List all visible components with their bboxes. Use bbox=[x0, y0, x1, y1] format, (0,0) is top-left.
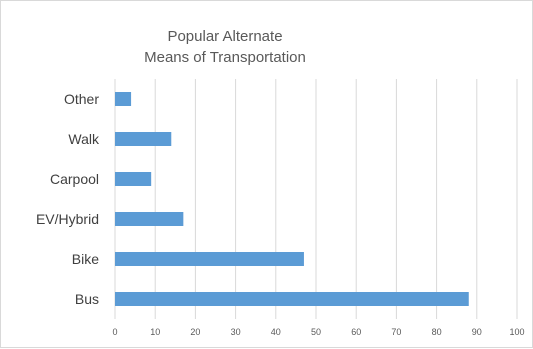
category-label-carpool: Carpool bbox=[50, 171, 99, 187]
bar-other bbox=[115, 92, 132, 106]
x-tick-label-70: 70 bbox=[391, 327, 401, 337]
x-axis-tick-labels: 0 10 20 30 40 50 60 70 80 90 100 bbox=[112, 327, 524, 337]
category-labels: Other Walk Carpool EV/Hybrid Bike Bus bbox=[36, 91, 100, 307]
category-label-bus: Bus bbox=[75, 291, 99, 307]
category-label-other: Other bbox=[64, 91, 99, 107]
x-tick-label-50: 50 bbox=[311, 327, 321, 337]
x-tick-label-90: 90 bbox=[472, 327, 482, 337]
x-tick-label-10: 10 bbox=[150, 327, 160, 337]
bar-bus bbox=[115, 292, 469, 306]
bar-walk bbox=[115, 132, 172, 146]
bars bbox=[115, 92, 469, 306]
bar-carpool bbox=[115, 172, 152, 186]
bar-ev-hybrid bbox=[115, 212, 184, 226]
chart-title-line-1: Popular Alternate bbox=[167, 28, 282, 45]
category-label-walk: Walk bbox=[68, 131, 100, 147]
bar-bike bbox=[115, 252, 304, 266]
category-label-ev-hybrid: EV/Hybrid bbox=[36, 211, 99, 227]
x-tick-label-0: 0 bbox=[112, 327, 117, 337]
x-tick-label-100: 100 bbox=[509, 327, 524, 337]
category-label-bike: Bike bbox=[72, 251, 99, 267]
chart-title-line-2: Means of Transportation bbox=[144, 49, 306, 66]
x-tick-label-30: 30 bbox=[231, 327, 241, 337]
x-tick-label-20: 20 bbox=[190, 327, 200, 337]
gridlines bbox=[114, 79, 518, 319]
x-tick-label-80: 80 bbox=[432, 327, 442, 337]
x-tick-label-60: 60 bbox=[351, 327, 361, 337]
x-tick-label-40: 40 bbox=[271, 327, 281, 337]
